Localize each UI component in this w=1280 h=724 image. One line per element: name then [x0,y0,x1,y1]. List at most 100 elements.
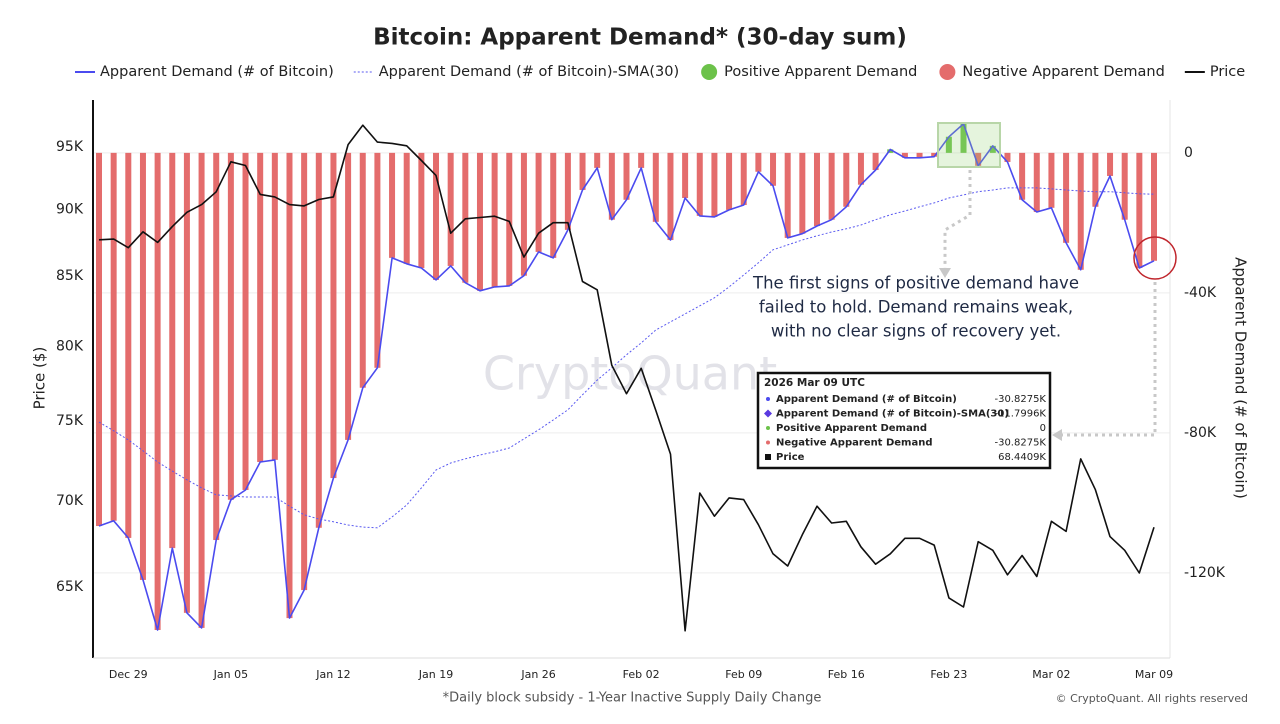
bar [916,152,923,158]
tooltip-name: Price [776,452,805,463]
y2-axis-title: Apparent Demand (# of Bitcoin) [1232,257,1250,499]
bar [1092,152,1099,207]
arrow [1060,282,1157,437]
bar [110,152,117,521]
bar [183,152,190,613]
bar [755,152,762,172]
x-tick-label: Jan 26 [520,668,555,681]
bar [476,152,483,291]
legend-label: Negative Apparent Demand [962,64,1164,80]
y-tick-label: 75K [56,413,84,429]
bar [271,152,278,460]
bar [696,152,703,216]
annotation: failed to hold. Demand remains weak, [759,298,1073,317]
tooltip-box [756,371,1052,470]
bar [139,152,146,580]
bar [447,152,454,266]
arrow-head [939,268,951,278]
y-tick-label: 80K [56,338,84,354]
y-tick-label: 95K [56,139,84,155]
y2-tick-label: -120K [1184,565,1226,581]
bar [872,152,879,171]
tooltip-marker [764,409,772,418]
tooltip-name: Positive Apparent Demand [776,423,927,434]
highlight-box [937,122,1001,168]
bar [125,152,132,538]
legend-label: Positive Apparent Demand [724,64,917,80]
bar [564,152,571,230]
bar [667,152,674,241]
watermark: CryptoQuant [483,347,777,401]
y2-tick-label: -40K [1184,285,1217,301]
x-tick-label: Jan 05 [213,668,248,681]
bar [784,152,791,238]
y-tick-label: 65K [56,579,84,595]
legend-label: Apparent Demand (# of Bitcoin)-SMA(30) [379,64,679,80]
bar [579,152,586,190]
tooltip-value: -30.8275K [994,394,1046,405]
bar [1033,152,1040,213]
x-tick-label: Jan 19 [418,668,453,681]
bar [462,152,469,283]
bar [857,152,864,185]
chart-title: Bitcoin: Apparent Demand* (30-day sum) [373,25,907,51]
x-tick-label: Feb 16 [828,668,865,681]
tooltip-marker [766,440,770,445]
bar [345,152,352,440]
bar [931,152,938,157]
legend-marker [701,64,718,80]
bar [711,152,718,217]
bar [374,152,381,368]
bar [1063,152,1070,243]
bar [535,152,542,252]
bar [887,149,894,153]
bar [960,123,967,153]
bar [550,152,557,258]
bar [975,152,982,166]
tooltip-value: 68.4409K [998,452,1046,463]
y2-tick-label: 0 [1184,145,1193,161]
bar [608,152,615,220]
bar [638,152,645,168]
bar [1004,152,1011,162]
bar [1121,152,1128,220]
bar [506,152,513,286]
bar [1151,152,1157,261]
bar [359,152,366,388]
bar [389,152,396,258]
bar [1077,152,1084,270]
annotation: with no clear signs of recovery yet. [771,322,1061,341]
legend-label: Apparent Demand (# of Bitcoin) [100,64,334,80]
y-tick-label: 70K [56,493,84,509]
bar [623,152,630,200]
bar [169,152,176,549]
tooltip-marker [765,454,771,460]
y-tick-label: 90K [56,202,84,218]
bar [989,145,996,153]
x-tick-label: Mar 02 [1032,668,1070,681]
x-tick-label: Dec 29 [109,668,148,681]
bar [682,152,689,199]
bar [227,152,234,500]
bar [433,152,440,280]
bar [726,152,733,210]
tooltip-marker [766,426,770,430]
bar [257,152,264,462]
bar [286,152,293,619]
bar [828,152,835,220]
bar [242,152,249,490]
tooltip-title: 2026 Mar 09 UTC [764,377,865,389]
bar [945,136,952,153]
arrow-head [1052,429,1062,441]
bar [594,152,601,168]
bar [813,152,820,227]
y2-tick-label: -80K [1184,425,1217,441]
line [98,124,1155,632]
bar [843,152,850,207]
bar [1019,152,1026,200]
legend-marker [939,64,956,80]
y-axis-title: Price ($) [31,347,49,410]
x-tick-label: Feb 09 [725,668,762,681]
bar [418,152,425,269]
